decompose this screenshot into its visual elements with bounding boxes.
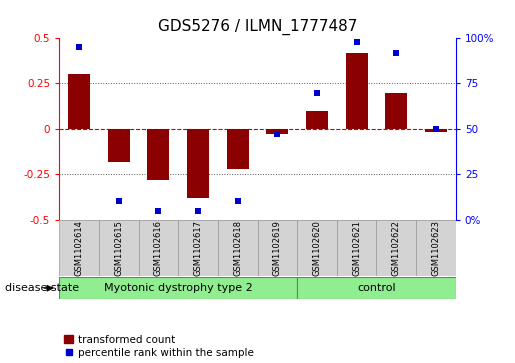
Bar	[59, 277, 297, 299]
Text: GSM1102615: GSM1102615	[114, 220, 123, 276]
Text: GSM1102619: GSM1102619	[273, 220, 282, 276]
Text: Myotonic dystrophy type 2: Myotonic dystrophy type 2	[104, 283, 252, 293]
Point	[313, 90, 321, 95]
Text: GSM1102616: GSM1102616	[154, 220, 163, 276]
Bar	[416, 220, 456, 276]
Point	[392, 50, 401, 56]
Point	[233, 199, 242, 204]
Text: GSM1102621: GSM1102621	[352, 220, 361, 276]
Bar	[178, 220, 218, 276]
Text: GSM1102618: GSM1102618	[233, 220, 242, 276]
Bar	[68, 74, 90, 129]
Text: GSM1102614: GSM1102614	[75, 220, 83, 276]
Point	[114, 199, 123, 204]
Point	[273, 131, 281, 137]
Point	[75, 44, 83, 50]
Point	[432, 126, 440, 132]
Bar	[108, 129, 130, 162]
Text: GSM1102620: GSM1102620	[313, 220, 321, 276]
Bar	[297, 220, 337, 276]
Bar	[227, 129, 249, 169]
Bar	[346, 53, 368, 129]
Bar	[306, 111, 328, 129]
Title: GDS5276 / ILMN_1777487: GDS5276 / ILMN_1777487	[158, 19, 357, 35]
Bar	[99, 220, 139, 276]
Text: GSM1102617: GSM1102617	[194, 220, 202, 276]
Point	[194, 208, 202, 213]
Text: control: control	[357, 283, 396, 293]
Text: GSM1102622: GSM1102622	[392, 220, 401, 276]
Bar	[425, 129, 447, 132]
Bar	[266, 129, 288, 134]
Bar	[187, 129, 209, 198]
Legend: transformed count, percentile rank within the sample: transformed count, percentile rank withi…	[64, 335, 254, 358]
Bar	[376, 220, 416, 276]
Bar	[258, 220, 297, 276]
Bar	[59, 220, 99, 276]
Point	[352, 39, 360, 45]
Text: disease state: disease state	[5, 283, 79, 293]
Bar	[337, 220, 376, 276]
Bar	[385, 93, 407, 129]
Text: GSM1102623: GSM1102623	[432, 220, 440, 276]
Bar	[297, 277, 456, 299]
Bar	[139, 220, 178, 276]
Point	[154, 208, 162, 213]
Bar	[218, 220, 258, 276]
Bar	[147, 129, 169, 180]
